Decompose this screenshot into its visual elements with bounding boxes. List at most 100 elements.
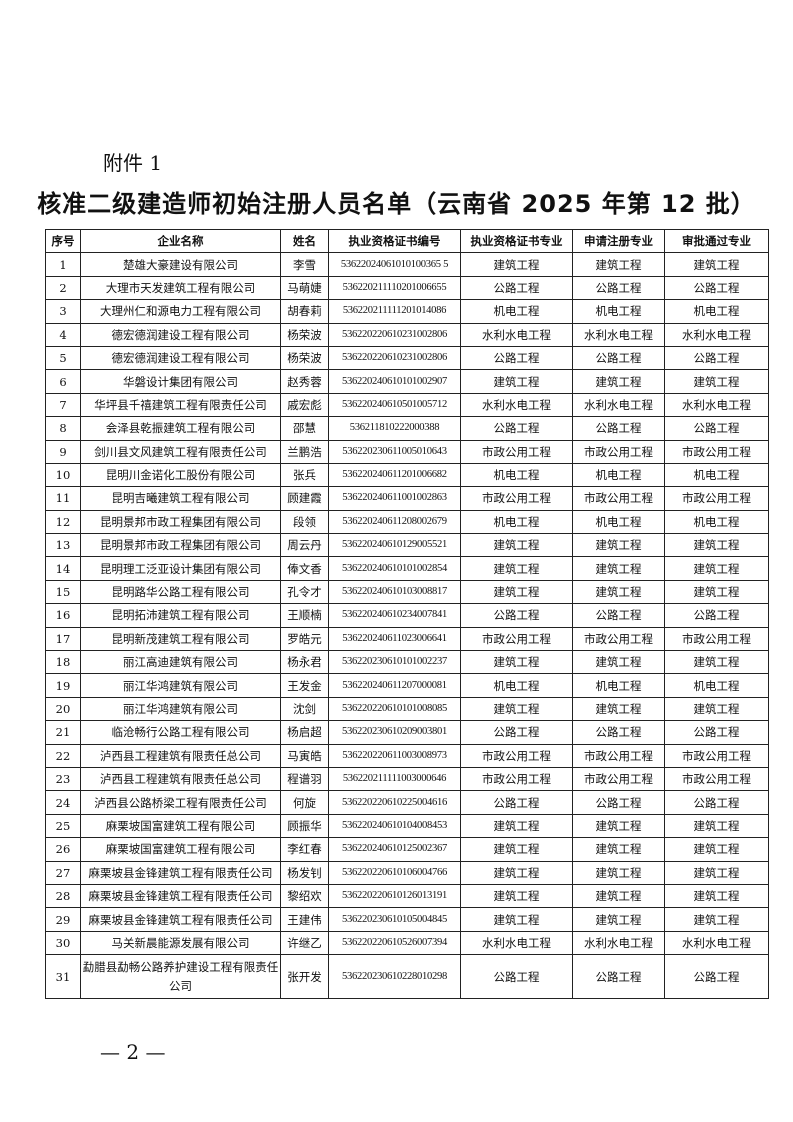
table-row: 23 泸西县工程建筑有限责任总公司 程谱羽 536220211111003000646…: [45, 766, 769, 792]
cell-name: 杨永君: [280, 650, 329, 675]
cell-cert-major: 建筑工程: [460, 533, 573, 558]
cell-seq: 16: [45, 603, 81, 628]
cell-cert-major: 机电工程: [460, 462, 573, 488]
cell-applied-major: 建筑工程: [572, 533, 665, 558]
cell-applied-major: 水利水电工程: [572, 322, 665, 347]
cell-applied-major: 机电工程: [572, 509, 665, 535]
cell-company: 会泽县乾振建筑工程有限公司: [80, 416, 281, 441]
cell-seq: 9: [45, 439, 81, 464]
table-row: 14 昆明理工泛亚设计集团有限公司 俸文香 536220240610101002854…: [45, 556, 769, 581]
cell-cert-number: 536220240610501005712: [328, 392, 461, 418]
cell-cert-major: 建筑工程: [460, 860, 573, 885]
cell-approved-major: 建筑工程: [664, 579, 769, 605]
header-name: 姓名: [280, 228, 329, 254]
table-row: 22 泸西县工程建筑有限责任总公司 马寅皓 536220220611003008973…: [45, 743, 769, 768]
cell-cert-major: 机电工程: [460, 673, 573, 698]
cell-company: 泸西县工程建筑有限责任总公司: [80, 766, 281, 792]
cell-cert-major: 建筑工程: [460, 837, 573, 862]
cell-cert-major: 建筑工程: [460, 883, 573, 909]
cell-cert-major: 市政公用工程: [460, 486, 573, 511]
cell-cert-number: 536220211110201006655: [328, 275, 461, 301]
cell-cert-number: 536220220610225004616: [328, 790, 461, 815]
cell-company: 丽江华鸿建筑有限公司: [80, 673, 281, 698]
cell-applied-major: 公路工程: [572, 720, 665, 745]
cell-seq: 21: [45, 720, 81, 745]
header-applied-major: 申请注册专业: [572, 228, 665, 254]
cell-approved-major: 建筑工程: [664, 860, 769, 885]
cell-cert-number: 536220240611201006682: [328, 462, 461, 488]
cell-applied-major: 水利水电工程: [572, 392, 665, 418]
cell-cert-major: 公路工程: [460, 603, 573, 628]
cell-company: 麻栗坡县金锋建筑工程有限责任公司: [80, 907, 281, 932]
cell-cert-number: 53622024061010100365 5: [328, 252, 461, 277]
table-row: 9 剑川县文风建筑工程有限责任公司 兰鹏浩 536220230611005010643…: [45, 439, 769, 464]
cell-cert-number: 536220240610234007841: [328, 603, 461, 628]
cell-company: 丽江华鸿建筑有限公司: [80, 696, 281, 722]
cell-cert-major: 建筑工程: [460, 696, 573, 722]
cell-name: 杨荣波: [280, 345, 329, 371]
cell-company: 昆明拓沛建筑工程有限公司: [80, 603, 281, 628]
cell-seq: 27: [45, 860, 81, 885]
cell-cert-major: 机电工程: [460, 299, 573, 324]
cell-applied-major: 建筑工程: [572, 650, 665, 675]
cell-cert-number: 536220220610126013191: [328, 883, 461, 909]
cell-applied-major: 建筑工程: [572, 907, 665, 932]
cell-approved-major: 建筑工程: [664, 556, 769, 581]
cell-cert-major: 公路工程: [460, 720, 573, 745]
cell-approved-major: 建筑工程: [664, 252, 769, 277]
cell-name: 赵秀蓉: [280, 369, 329, 394]
cell-cert-number: 536220220610101008085: [328, 696, 461, 722]
table-row: 7 华坪县千禧建筑工程有限责任公司 戚宏彪 536220240610501005712…: [45, 392, 769, 418]
cell-approved-major: 建筑工程: [664, 696, 769, 722]
cell-name: 罗皓元: [280, 626, 329, 652]
cell-cert-number: 536220240611001002863: [328, 486, 461, 511]
cell-company: 德宏德润建设工程有限公司: [80, 322, 281, 347]
page-number: — 2 —: [100, 1040, 166, 1064]
cell-company: 昆明景邦市政工程集团有限公司: [80, 509, 281, 535]
cell-seq: 3: [45, 299, 81, 324]
cell-applied-major: 公路工程: [572, 345, 665, 371]
table-row: 5 德宏德润建设工程有限公司 杨荣波 536220220610231002806 公路工…: [45, 345, 769, 371]
cell-cert-major: 水利水电工程: [460, 322, 573, 347]
cell-cert-major: 建筑工程: [460, 252, 573, 277]
cell-applied-major: 市政公用工程: [572, 743, 665, 768]
cell-cert-major: 水利水电工程: [460, 930, 573, 956]
cell-name: 黎绍欢: [280, 883, 329, 909]
cell-cert-number: 536220220610231002806: [328, 345, 461, 371]
cell-cert-major: 公路工程: [460, 954, 573, 1000]
table-row: 28 麻栗坡县金锋建筑工程有限责任公司 黎绍欢 5362202206101260131…: [45, 883, 769, 909]
cell-approved-major: 市政公用工程: [664, 626, 769, 652]
cell-cert-major: 公路工程: [460, 345, 573, 371]
cell-name: 王建伟: [280, 907, 329, 932]
table-row: 29 麻栗坡县金锋建筑工程有限责任公司 王建伟 5362202306101050048…: [45, 907, 769, 932]
cell-applied-major: 公路工程: [572, 954, 665, 1000]
cell-company: 麻栗坡县金锋建筑工程有限责任公司: [80, 883, 281, 909]
cell-approved-major: 公路工程: [664, 720, 769, 745]
cell-applied-major: 市政公用工程: [572, 486, 665, 511]
cell-cert-major: 建筑工程: [460, 556, 573, 581]
cell-seq: 22: [45, 743, 81, 768]
cell-seq: 28: [45, 883, 81, 909]
cell-approved-major: 水利水电工程: [664, 392, 769, 418]
table-row: 15 昆明路华公路工程有限公司 孔令才 536220240610103008817 建筑…: [45, 579, 769, 605]
cell-applied-major: 公路工程: [572, 416, 665, 441]
table-row: 27 麻栗坡县金锋建筑工程有限责任公司 杨发钊 5362202206101060047…: [45, 860, 769, 885]
cell-cert-number: 536220240611207000081: [328, 673, 461, 698]
cell-applied-major: 建筑工程: [572, 860, 665, 885]
registrant-table: 序号 企业名称 姓名 执业资格证书编号 执业资格证书专业 申请注册专业 审批通过专业 1 楚雄…: [45, 228, 769, 1000]
cell-company: 昆明理工泛亚设计集团有限公司: [80, 556, 281, 581]
cell-cert-major: 公路工程: [460, 275, 573, 301]
cell-approved-major: 机电工程: [664, 673, 769, 698]
header-company: 企业名称: [80, 228, 281, 254]
cell-applied-major: 公路工程: [572, 275, 665, 301]
cell-approved-major: 水利水电工程: [664, 322, 769, 347]
cell-approved-major: 市政公用工程: [664, 439, 769, 464]
cell-cert-number: 536220230610105004845: [328, 907, 461, 932]
cell-seq: 29: [45, 907, 81, 932]
table-row: 19 丽江华鸿建筑有限公司 王发金 536220240611207000081 机电工程…: [45, 673, 769, 698]
cell-approved-major: 建筑工程: [664, 533, 769, 558]
cell-company: 大理市天发建筑工程有限公司: [80, 275, 281, 301]
cell-company: 临沧畅行公路工程有限公司: [80, 720, 281, 745]
cell-cert-number: 536220240610101002854: [328, 556, 461, 581]
cell-name: 马萌婕: [280, 275, 329, 301]
